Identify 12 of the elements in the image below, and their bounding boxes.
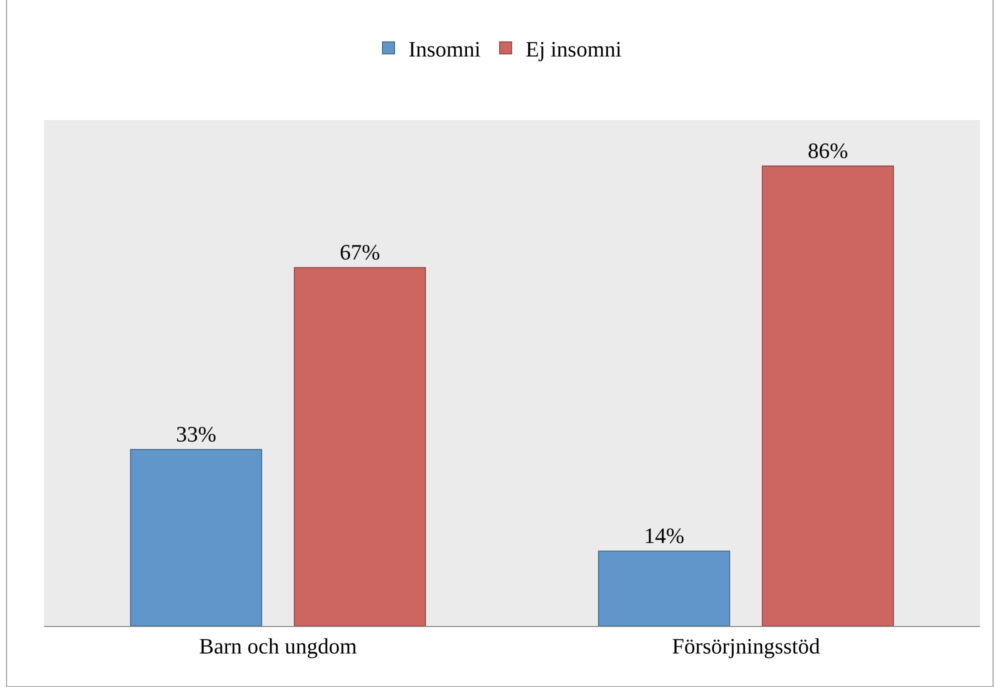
legend-label: Insomni <box>408 36 481 62</box>
legend-label: Ej insomni <box>526 36 622 62</box>
bar <box>598 550 730 626</box>
bar <box>762 166 894 626</box>
data-label: 33% <box>176 421 216 446</box>
data-label: 67% <box>340 240 380 265</box>
x-tick-label: Barn och ungdom <box>199 633 357 658</box>
x-tick-label: Försörjningsstöd <box>672 633 820 658</box>
data-label: 86% <box>808 138 848 163</box>
bar <box>294 267 426 626</box>
bar <box>130 448 262 626</box>
data-label: 14% <box>644 523 684 548</box>
